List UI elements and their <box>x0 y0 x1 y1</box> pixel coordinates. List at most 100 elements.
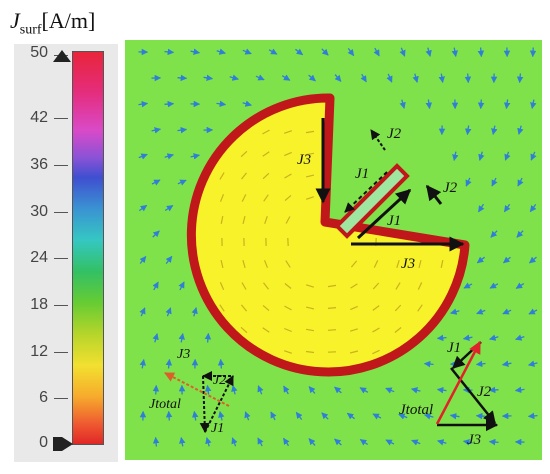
colorbar-tick-label: 18 <box>30 296 48 313</box>
field-arrow <box>347 48 355 57</box>
field-arrow <box>514 386 525 394</box>
disk-arrow <box>305 328 315 332</box>
ll-j1-label: J1 <box>211 421 224 436</box>
field-arrow <box>411 439 421 446</box>
field-arrow <box>190 153 201 160</box>
field-arrow <box>385 387 395 394</box>
disk-arrow <box>264 216 268 224</box>
field-arrow <box>152 436 160 447</box>
field-arrow <box>218 410 225 421</box>
disk-arrow <box>284 305 292 311</box>
disk-arrow <box>395 282 401 290</box>
field-arrow <box>216 48 226 55</box>
field-arrow <box>515 334 525 341</box>
disk-arrow <box>284 151 292 157</box>
field-arrow <box>139 255 147 264</box>
conductive-disk <box>186 93 470 377</box>
field-arrow <box>529 204 537 213</box>
disk-arrow <box>262 327 270 333</box>
disk-arrow <box>350 328 358 332</box>
quantity-symbol: J <box>10 8 20 33</box>
disk-arrow <box>305 306 315 310</box>
colorbar-tick-mark <box>54 118 68 119</box>
field-arrow <box>151 179 161 186</box>
field-arrow <box>463 282 473 289</box>
disk-arrow <box>241 282 247 290</box>
field-arrow <box>281 74 291 81</box>
disk-arrow <box>220 215 224 225</box>
field-arrow <box>528 308 538 315</box>
field-arrow <box>530 99 537 110</box>
disk-arrow <box>262 129 270 135</box>
field-arrow <box>438 73 445 84</box>
field-arrow <box>423 413 434 420</box>
field-arrow <box>138 204 148 212</box>
field-arrow <box>257 437 264 447</box>
field-arrow <box>138 100 149 108</box>
field-arrow <box>360 73 367 83</box>
disk-arrow <box>284 194 292 202</box>
lr-j2-label: J2 <box>477 384 492 400</box>
field-arrow <box>359 387 369 394</box>
disk-arrow <box>417 304 423 312</box>
field-arrow <box>517 125 524 135</box>
field-arrow <box>490 230 498 238</box>
disk-arrow <box>350 305 358 311</box>
field-arrow <box>177 179 187 186</box>
colorbar-tick-label: 36 <box>30 156 48 173</box>
field-arrow <box>165 358 173 369</box>
disk-arrow <box>242 215 246 225</box>
colorbar-min-marker <box>53 437 73 451</box>
disk-arrow <box>284 350 292 354</box>
field-arrow <box>177 126 188 134</box>
quantity-subscript: surf <box>19 22 42 38</box>
field-arrow <box>321 412 329 420</box>
ll-j2-arrow <box>204 375 234 433</box>
field-arrow <box>165 307 172 317</box>
field-arrow <box>191 307 198 317</box>
j1-lower-label: J1 <box>387 213 401 229</box>
field-arrow <box>179 436 186 447</box>
field-arrow <box>385 439 395 446</box>
field-arrow <box>152 384 160 395</box>
disk-arrow <box>305 130 315 134</box>
field-arrow <box>462 334 473 341</box>
disk-arrow <box>394 304 402 312</box>
disk-arrow <box>263 194 269 202</box>
field-arrow <box>270 411 277 421</box>
field-arrow <box>231 437 238 447</box>
lr-jtotal-arrow <box>435 340 482 425</box>
field-arrow <box>164 48 175 56</box>
field-arrow <box>491 177 498 187</box>
disk-arrow <box>219 282 225 290</box>
quantity-unit: [A/m] <box>41 8 96 33</box>
field-arrow <box>138 153 148 160</box>
disk-arrow <box>372 327 380 333</box>
field-arrow <box>451 47 458 58</box>
j3-horizontal-label: J3 <box>401 256 415 272</box>
field-arrow <box>476 308 486 315</box>
strip-slot <box>334 163 410 239</box>
field-arrow <box>165 255 173 264</box>
lr-j1-label: J1 <box>447 340 461 356</box>
field-arrow <box>489 334 499 341</box>
field-arrow <box>321 48 329 56</box>
field-arrow <box>399 47 406 57</box>
field-arrow <box>527 360 538 367</box>
field-arrow <box>502 256 511 264</box>
disk-arrow <box>349 350 359 354</box>
field-arrow <box>425 99 433 110</box>
field-arrow <box>229 74 239 81</box>
field-arrow <box>527 412 538 420</box>
colorbar-tick-mark <box>54 165 68 166</box>
field-arrow <box>516 73 524 84</box>
colorbar-tick-label: 6 <box>39 389 48 406</box>
field-arrow <box>423 360 434 368</box>
field-arrow <box>139 307 146 317</box>
field-arrow <box>139 358 146 369</box>
field-arrow <box>437 439 447 446</box>
j2-middle-arrow <box>425 184 443 205</box>
field-arrow <box>502 308 512 315</box>
colorbar-gradient <box>72 51 104 445</box>
colorbar-tick-label: 12 <box>30 343 48 360</box>
